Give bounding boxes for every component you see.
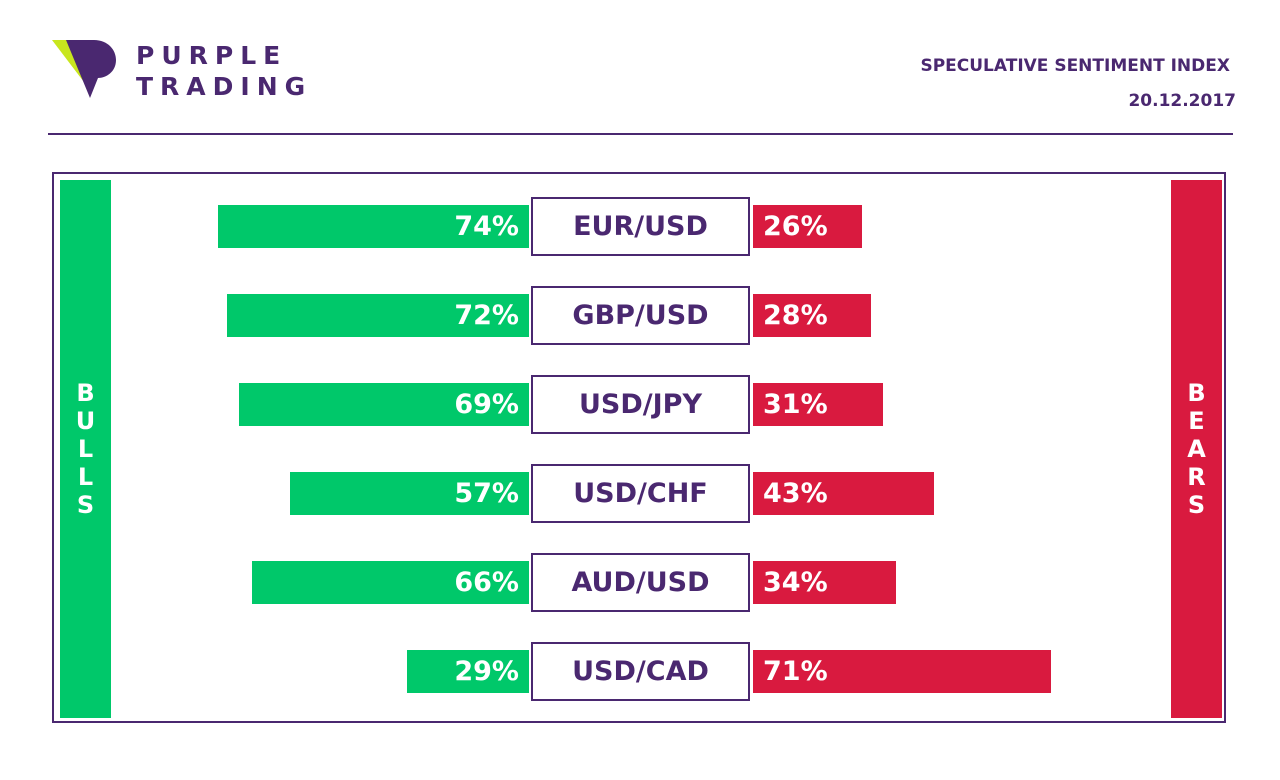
brand-line-2: TRADING — [136, 72, 313, 101]
bulls-label: BULLS — [71, 379, 100, 519]
index-title: SPECULATIVE SENTIMENT INDEX — [920, 56, 1230, 76]
currency-pair-label: GBP/USD — [531, 286, 750, 345]
bear-bar: 31% — [753, 383, 884, 426]
bear-bar: 71% — [753, 650, 1052, 693]
currency-pair-label: EUR/USD — [531, 197, 750, 256]
purple-trading-logo-icon — [52, 40, 116, 98]
currency-pair-label: USD/CAD — [531, 642, 750, 701]
chart-frame — [52, 172, 1226, 723]
bulls-side-bar: BULLS — [60, 180, 111, 718]
bear-bar: 34% — [753, 561, 896, 604]
brand-line-1: PURPLE — [136, 41, 288, 70]
bull-bar: 74% — [218, 205, 529, 248]
bear-bar: 43% — [753, 472, 934, 515]
currency-pair-label: AUD/USD — [531, 553, 750, 612]
brand-name: PURPLE TRADING — [136, 40, 312, 102]
bears-label: BEARS — [1182, 379, 1211, 519]
bull-bar: 69% — [239, 383, 529, 426]
index-date: 20.12.2017 — [1128, 91, 1236, 111]
currency-pair-label: USD/CHF — [531, 464, 750, 523]
bears-side-bar: BEARS — [1171, 180, 1222, 718]
bull-bar: 66% — [251, 561, 529, 604]
bear-bar: 28% — [753, 294, 871, 337]
bear-bar: 26% — [753, 205, 863, 248]
currency-pair-label: USD/JPY — [531, 375, 750, 434]
bull-bar: 29% — [407, 650, 529, 693]
header-divider — [48, 133, 1233, 135]
bull-bar: 72% — [226, 294, 529, 337]
bull-bar: 57% — [289, 472, 529, 515]
